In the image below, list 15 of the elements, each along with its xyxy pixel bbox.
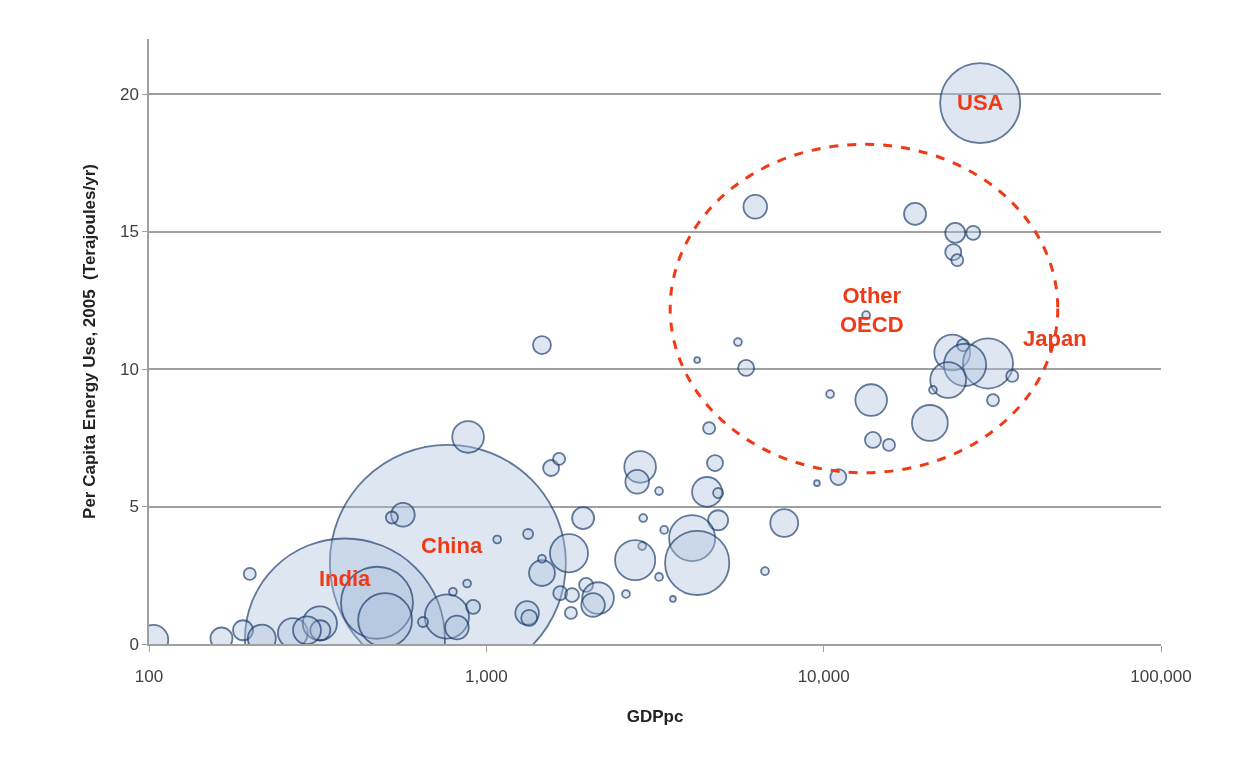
y-tick-label: 20 xyxy=(119,84,139,104)
annotation: USA xyxy=(957,90,1004,115)
annotation: Japan xyxy=(1023,326,1087,351)
y-tick-label: 10 xyxy=(119,359,139,379)
y-tick-label: 0 xyxy=(129,634,139,654)
y-tick-label: 15 xyxy=(119,222,139,242)
y-axis-title: Per Capita Energy Use, 2005 (Terajoules/yr) xyxy=(79,164,99,519)
annotation: Other OECD xyxy=(840,283,904,337)
x-tick-label: 100 xyxy=(134,667,164,687)
x-tick-label: 100,000 xyxy=(1130,667,1192,687)
annotation: China xyxy=(421,533,483,558)
x-tick-label: 10,000 xyxy=(797,667,850,687)
y-tick-label: 5 xyxy=(129,497,139,517)
x-axis-title: GDPpc xyxy=(626,707,684,727)
x-tick-label: 1,000 xyxy=(465,667,508,687)
